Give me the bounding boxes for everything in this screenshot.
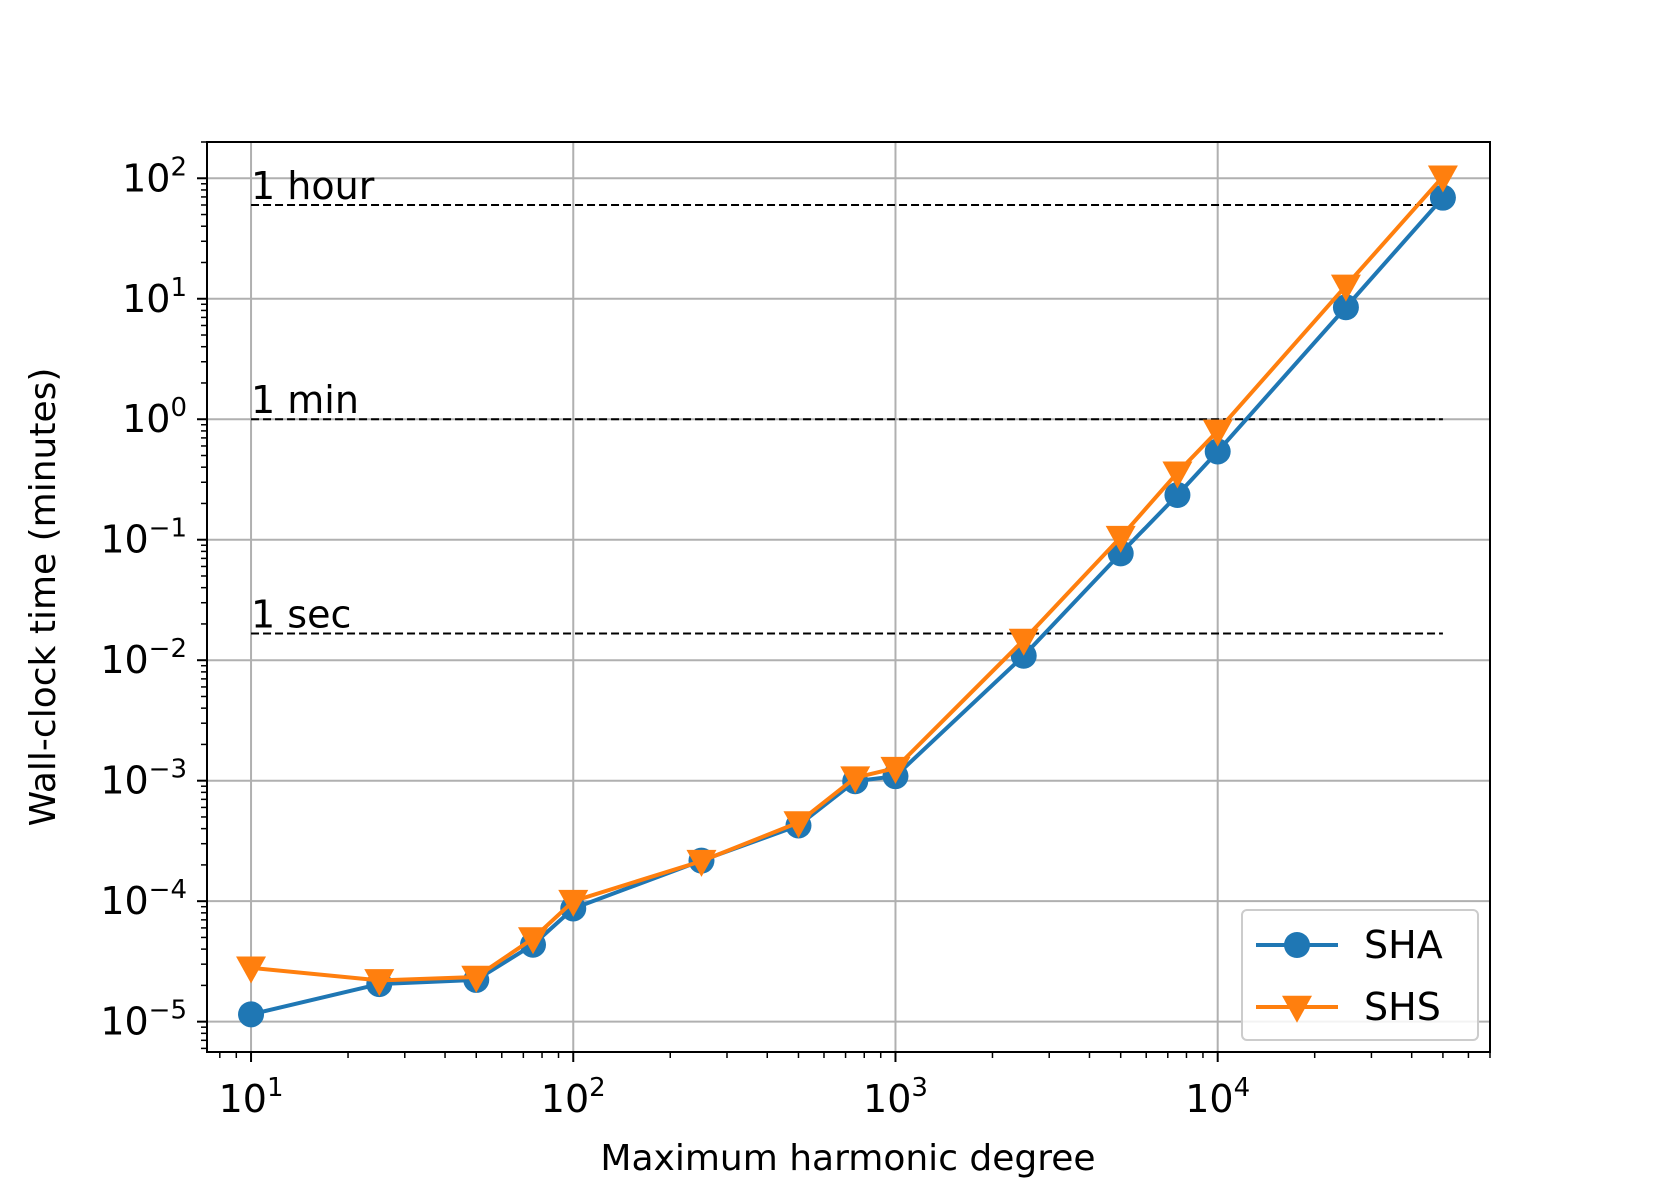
y-tick-label: 10−2: [100, 634, 187, 682]
plot-frame: [206, 141, 1491, 1053]
data-point-SHS: [461, 965, 492, 993]
x-tick-exponent: 2: [589, 1073, 606, 1103]
y-tick-label: 10−5: [100, 996, 187, 1044]
data-point-SHS: [1162, 461, 1193, 489]
y-tick-label: 102: [122, 152, 187, 200]
y-tick-base: 10: [122, 277, 170, 321]
x-tick-base: 10: [1185, 1077, 1233, 1121]
y-tick-base: 10: [100, 879, 148, 923]
y-tick-label: 10−3: [100, 755, 187, 803]
reference-lines: 1 hour 1 min 1 sec: [251, 164, 1443, 636]
y-tick-base: 10: [100, 1000, 148, 1044]
data-point-SHS: [1330, 274, 1361, 302]
series-layer: [236, 165, 1458, 1028]
legend-marker-SHS: [1282, 995, 1312, 1023]
data-point-SHA: [1164, 482, 1191, 509]
data-point-SHS: [1105, 525, 1136, 553]
legend: SHA SHS: [1241, 909, 1479, 1041]
y-tick-base: 10: [122, 397, 170, 441]
y-tick-base: 10: [122, 156, 170, 200]
y-tick-base: 10: [100, 638, 148, 682]
data-point-SHS: [783, 811, 814, 839]
legend-label-SHS: SHS: [1364, 985, 1441, 1029]
x-axis-label: Maximum harmonic degree: [600, 1138, 1095, 1179]
data-point-SHS: [518, 927, 549, 955]
x-axis: 101 102 103 104: [219, 1052, 1491, 1121]
data-point-SHS: [880, 756, 911, 784]
x-tick-base: 10: [541, 1077, 589, 1121]
data-point-SHS: [686, 849, 717, 877]
x-tick-label: 102: [541, 1073, 606, 1121]
y-tick-exponent: −2: [149, 634, 187, 664]
data-point-SHA: [238, 1001, 265, 1028]
y-tick-label: 100: [122, 393, 187, 441]
y-tick-exponent: 0: [170, 393, 187, 423]
y-tick-exponent: −3: [149, 755, 187, 785]
y-tick-exponent: −1: [149, 514, 187, 544]
y-tick-exponent: −5: [149, 996, 187, 1026]
reference-label: 1 sec: [251, 592, 351, 636]
data-point-SHA: [1332, 294, 1359, 321]
y-tick-exponent: −4: [149, 875, 187, 905]
x-tick-label: 101: [219, 1073, 284, 1121]
y-tick-label: 101: [122, 273, 187, 321]
y-tick-base: 10: [100, 518, 148, 562]
y-tick-exponent: 1: [170, 273, 187, 303]
x-tick-label: 104: [1185, 1073, 1250, 1121]
data-point-SHS: [364, 969, 395, 997]
data-point-SHA: [1204, 438, 1231, 465]
reference-label: 1 hour: [251, 164, 375, 208]
y-tick-label: 10−4: [100, 875, 187, 923]
y-axis-label: Wall-clock time (minutes): [23, 368, 64, 827]
data-point-SHA: [1429, 184, 1456, 211]
data-point-SHS: [1008, 628, 1039, 656]
legend-label-SHA: SHA: [1364, 923, 1443, 967]
reference-label: 1 min: [251, 378, 359, 422]
data-point-SHS: [840, 766, 871, 794]
y-tick-exponent: 2: [170, 152, 187, 182]
data-point-SHS: [1202, 419, 1233, 447]
y-tick-label: 10−1: [100, 514, 187, 562]
x-tick-label: 103: [863, 1073, 928, 1121]
x-tick-exponent: 4: [1234, 1073, 1251, 1103]
data-point-SHS: [1427, 165, 1458, 193]
legend-marker-SHA: [1284, 932, 1310, 958]
data-point-SHS: [558, 889, 589, 917]
x-tick-base: 10: [863, 1077, 911, 1121]
x-tick-exponent: 1: [267, 1073, 284, 1103]
x-tick-base: 10: [219, 1077, 267, 1121]
data-point-SHS: [236, 956, 267, 984]
y-tick-base: 10: [100, 759, 148, 803]
x-tick-exponent: 3: [911, 1073, 928, 1103]
